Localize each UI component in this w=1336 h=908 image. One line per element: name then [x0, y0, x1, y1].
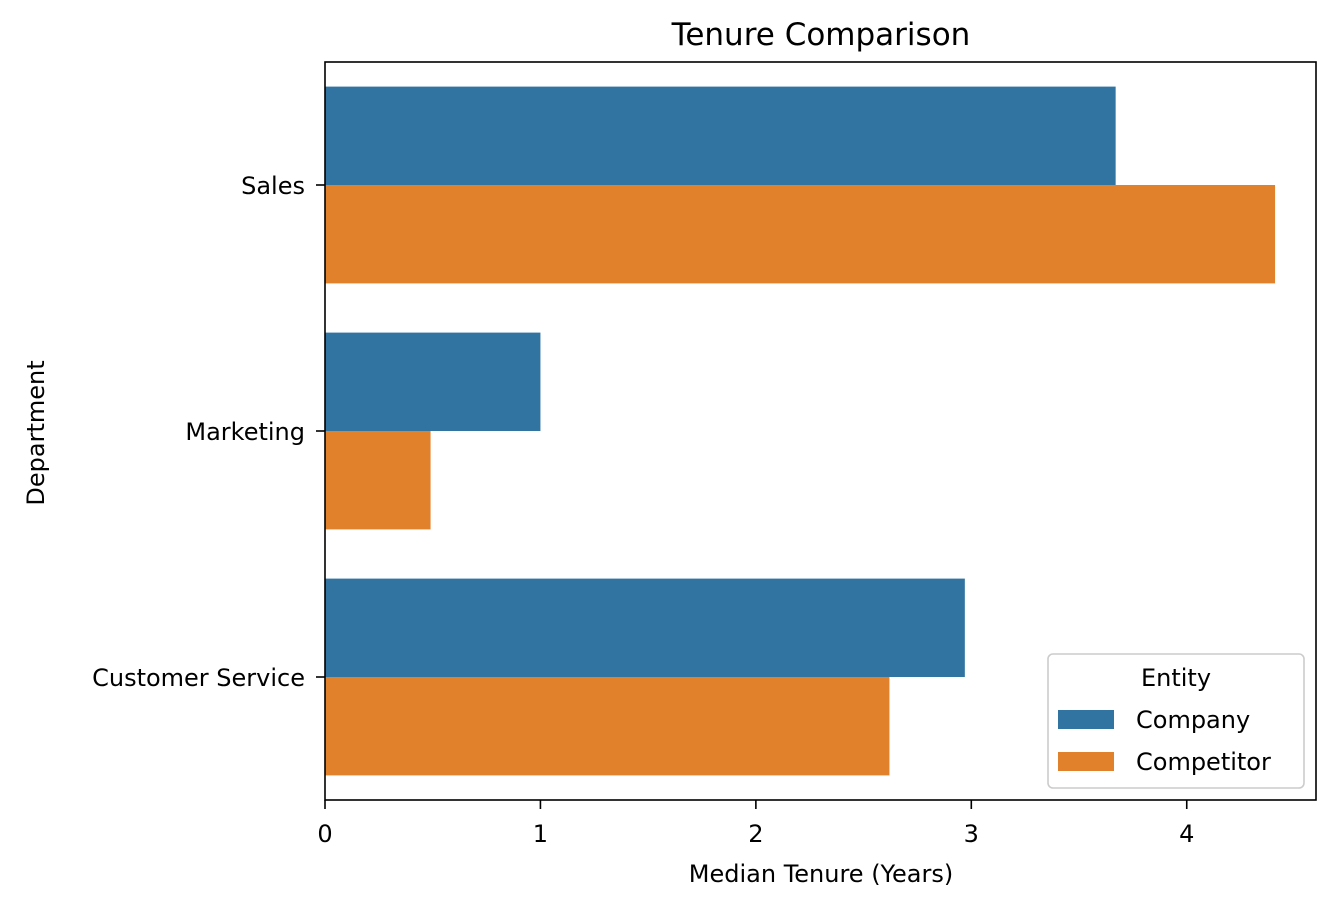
x-tick-label: 0	[317, 820, 332, 848]
legend-label-company: Company	[1136, 706, 1250, 734]
y-tick-label: Customer Service	[92, 664, 305, 692]
x-tick-label: 2	[748, 820, 763, 848]
chart-title: Tenure Comparison	[671, 17, 971, 53]
legend-label-competitor: Competitor	[1136, 748, 1271, 776]
y-tick-label: Sales	[241, 172, 305, 200]
bar-competitor-customer-service	[325, 677, 890, 776]
x-tick-label: 1	[533, 820, 548, 848]
bar-company-sales	[325, 86, 1116, 185]
legend-swatch-company	[1058, 710, 1114, 729]
legend-swatch-competitor	[1058, 752, 1114, 771]
y-axis-label: Department	[22, 360, 50, 505]
bar-competitor-sales	[325, 185, 1276, 284]
x-axis-label: Median Tenure (Years)	[689, 860, 953, 888]
x-tick-label: 4	[1179, 820, 1194, 848]
x-tick-label: 3	[964, 820, 979, 848]
bar-competitor-marketing	[325, 431, 431, 530]
bar-company-marketing	[325, 332, 541, 431]
y-tick-label: Marketing	[185, 418, 305, 446]
plot-area: 0 1 2 3 4 Sales Marketing Customer Service	[92, 61, 1317, 848]
legend-title: Entity	[1141, 664, 1211, 692]
bar-company-customer-service	[325, 578, 965, 677]
legend: Entity Company Competitor	[1047, 653, 1305, 789]
